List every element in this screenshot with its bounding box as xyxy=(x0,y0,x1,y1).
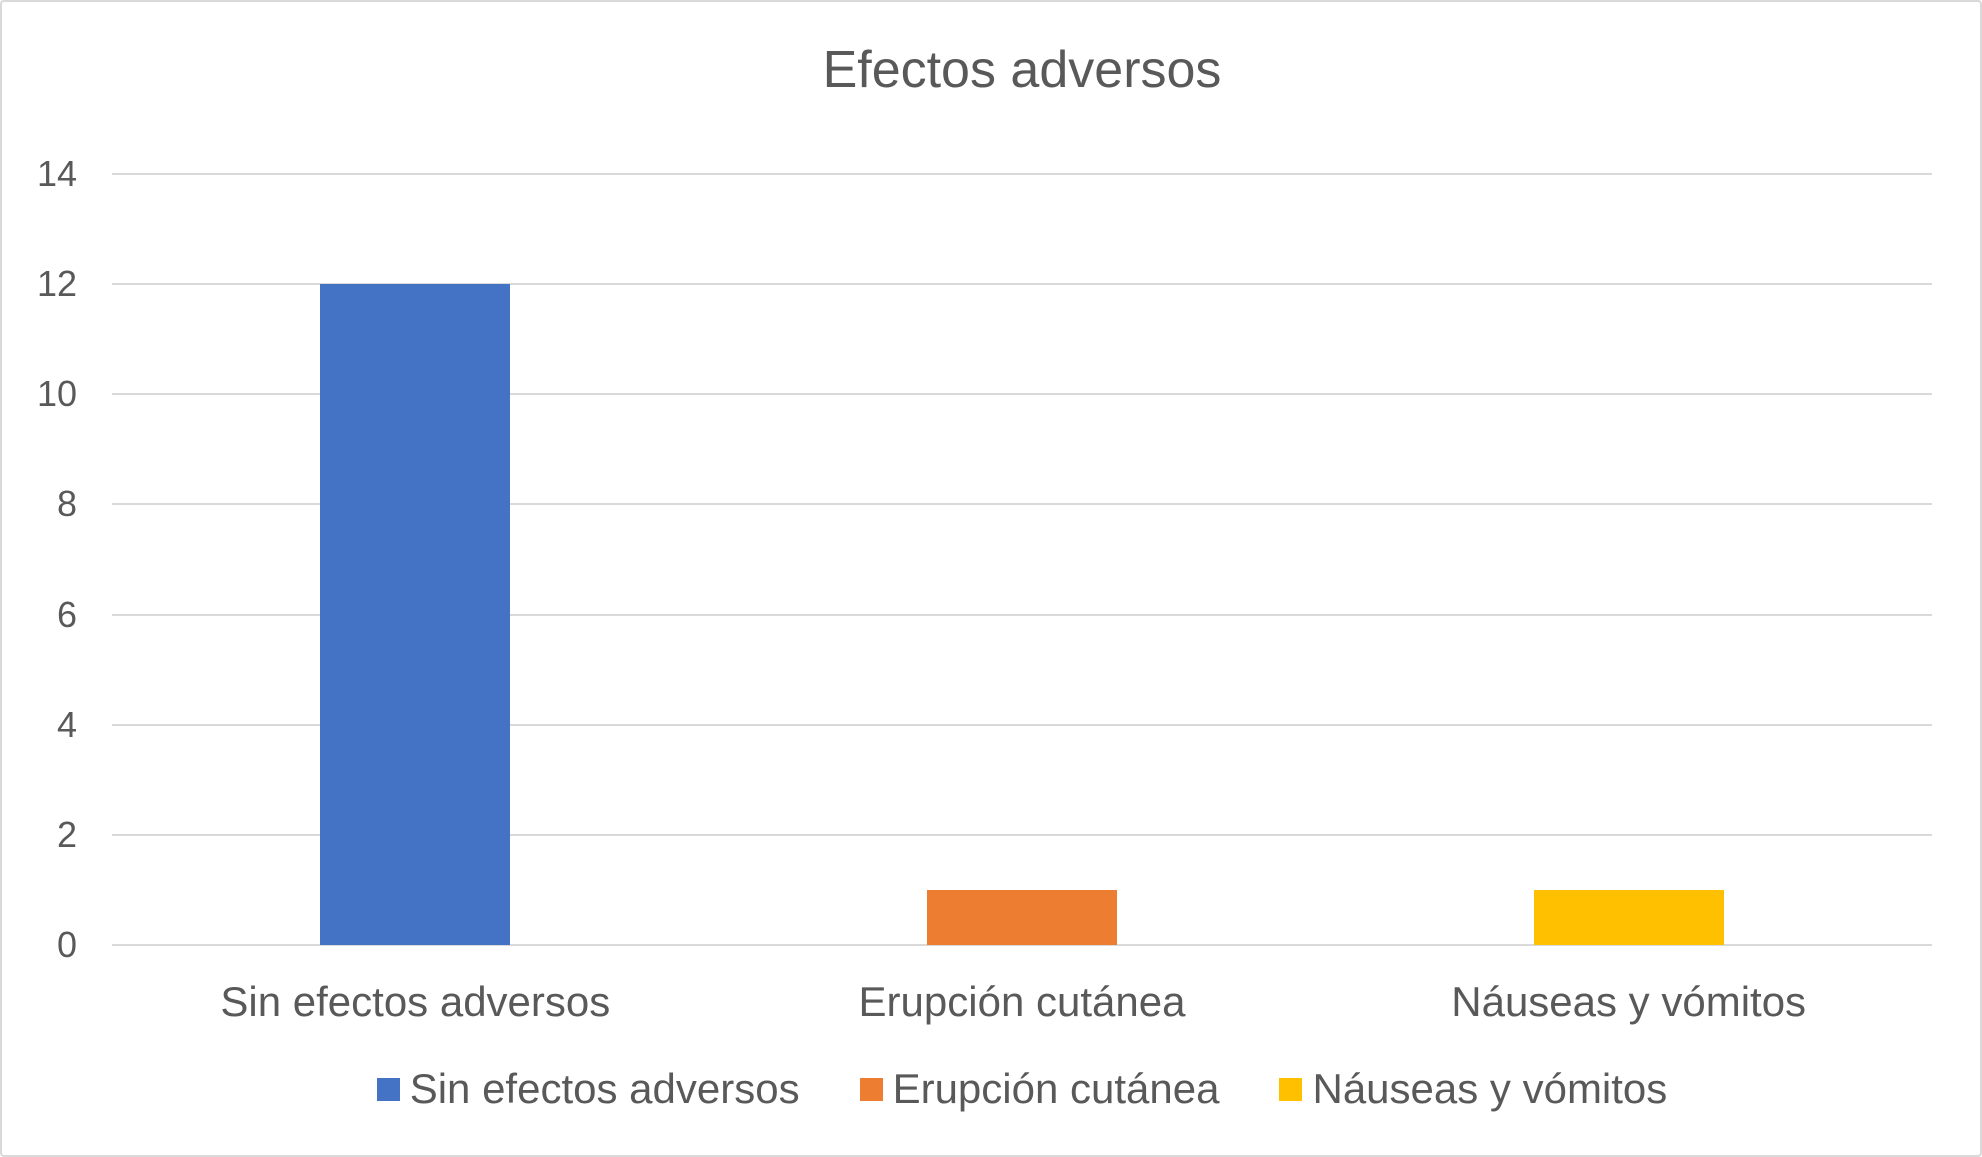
bar-1 xyxy=(320,284,511,945)
legend-item-2: Erupción cutánea xyxy=(859,1063,1220,1115)
chart-title: Efectos adversos xyxy=(822,41,1222,99)
gridline-y-10 xyxy=(112,393,1932,396)
y-axis-tick-label: 0 xyxy=(56,924,77,965)
y-axis-tick-label: 6 xyxy=(56,593,77,635)
plot-area xyxy=(112,173,1932,946)
x-axis-category-label: Náuseas y vómitos xyxy=(1451,978,1807,1025)
gridline-y-0 xyxy=(112,944,1932,946)
x-axis-category-label: Erupción cutánea xyxy=(858,978,1186,1025)
gridline-y-12 xyxy=(112,283,1932,286)
legend-item-label: Sin efectos adversos xyxy=(409,1065,800,1112)
gridline-y-4 xyxy=(112,723,1932,726)
legend-item-1: Sin efectos adversos xyxy=(376,1063,800,1115)
legend: Sin efectos adversos Erupción cutánea Náus… xyxy=(112,1061,1932,1117)
legend-item-label: Náuseas y vómitos xyxy=(1312,1065,1668,1112)
legend-swatch-icon xyxy=(859,1077,883,1101)
gridline-y-14 xyxy=(112,173,1932,175)
y-axis-tick-label: 12 xyxy=(36,263,77,305)
y-axis-tick-label: 2 xyxy=(56,813,77,855)
bar-3 xyxy=(1533,889,1724,945)
bar-2 xyxy=(927,889,1117,945)
legend-item-3: Náuseas y vómitos xyxy=(1279,1063,1667,1115)
y-axis-tick-label: 4 xyxy=(56,703,77,745)
legend-item-label: Erupción cutánea xyxy=(892,1065,1220,1112)
y-axis-tick-label: 10 xyxy=(36,373,77,415)
gridline-y-8 xyxy=(112,503,1932,506)
x-axis-category-label: Sin efectos adversos xyxy=(220,978,611,1025)
y-axis-tick-label: 8 xyxy=(56,483,77,525)
gridline-y-6 xyxy=(112,613,1932,616)
gridline-y-2 xyxy=(112,833,1932,836)
legend-swatch-icon xyxy=(376,1077,400,1101)
y-axis-tick-label: 14 xyxy=(36,153,77,194)
legend-swatch-icon xyxy=(1279,1077,1303,1101)
